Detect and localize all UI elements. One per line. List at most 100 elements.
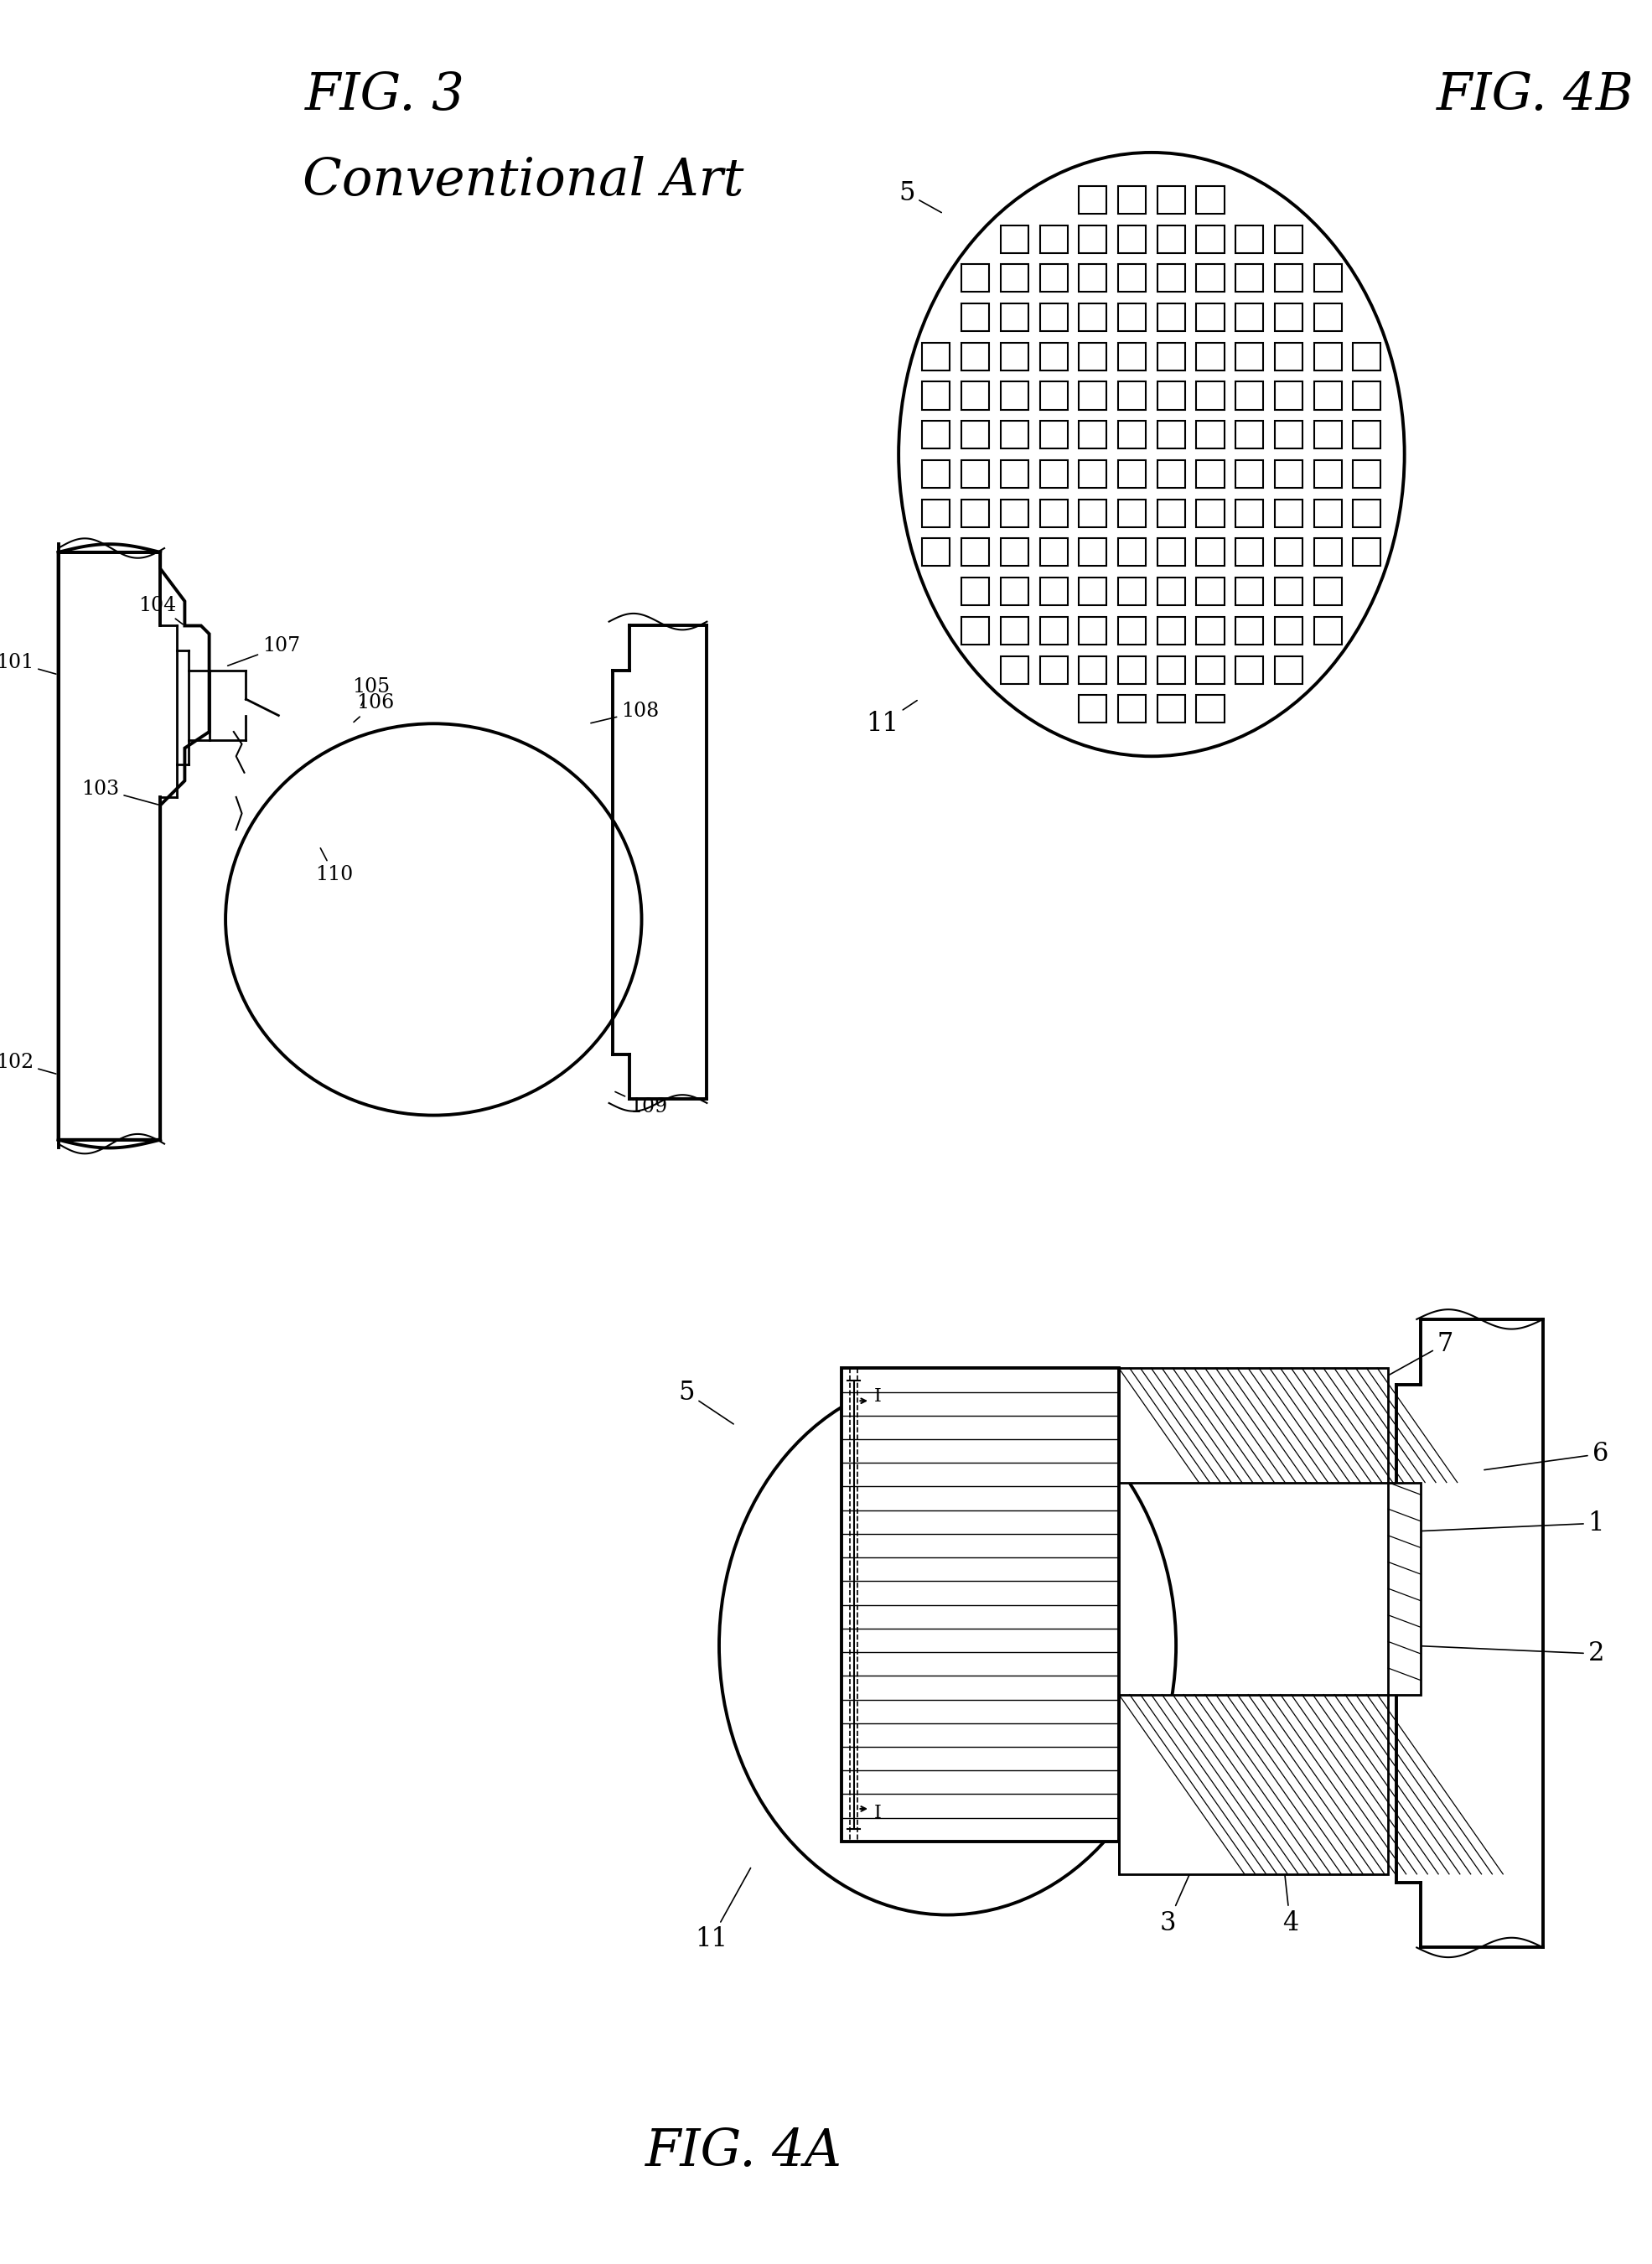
Bar [1039, 460, 1067, 487]
Bar [1196, 577, 1224, 604]
Bar [1275, 383, 1302, 410]
Bar [1158, 695, 1184, 722]
Text: I: I [874, 1388, 882, 1406]
Bar [1236, 657, 1264, 684]
Bar [922, 383, 950, 410]
Bar [1158, 265, 1184, 292]
Bar [1236, 577, 1264, 604]
Bar [1079, 695, 1107, 722]
Bar [1236, 421, 1264, 448]
Bar [1039, 616, 1067, 645]
Bar [961, 265, 990, 292]
Bar [1196, 342, 1224, 371]
Bar [1079, 500, 1107, 528]
Bar [1118, 383, 1146, 410]
Bar [1158, 383, 1184, 410]
Bar [1196, 421, 1224, 448]
Bar [1158, 303, 1184, 331]
Bar [1039, 224, 1067, 254]
Bar [1118, 342, 1146, 371]
Bar [1196, 460, 1224, 487]
Bar [1158, 224, 1184, 254]
Bar [1313, 577, 1341, 604]
Bar [1039, 577, 1067, 604]
Bar [1158, 577, 1184, 604]
Bar [1275, 224, 1302, 254]
Bar [1313, 303, 1341, 331]
Bar [1313, 460, 1341, 487]
Bar [1118, 186, 1146, 213]
Bar [1158, 342, 1184, 371]
Bar [1158, 421, 1184, 448]
Text: Conventional Art: Conventional Art [302, 156, 743, 206]
Bar [1039, 342, 1067, 371]
Bar [1001, 500, 1028, 528]
Bar [1313, 421, 1341, 448]
Bar [1275, 500, 1302, 528]
Text: 109: 109 [615, 1091, 667, 1116]
Bar [961, 342, 990, 371]
Bar [1079, 186, 1107, 213]
Bar [922, 539, 950, 566]
Bar [1079, 342, 1107, 371]
Bar [1275, 342, 1302, 371]
Bar [1118, 616, 1146, 645]
Bar [1236, 500, 1264, 528]
Bar [1079, 383, 1107, 410]
Text: 4: 4 [1282, 1852, 1298, 1936]
Bar [1196, 186, 1224, 213]
Bar [841, 1367, 1118, 1841]
Text: 3: 3 [1160, 1852, 1199, 1936]
Bar [1039, 657, 1067, 684]
Bar [1196, 224, 1224, 254]
Bar [961, 577, 990, 604]
Bar [1275, 657, 1302, 684]
Bar [1236, 383, 1264, 410]
Bar [1196, 616, 1224, 645]
Bar [1353, 539, 1381, 566]
Bar [1196, 695, 1224, 722]
Bar [1313, 383, 1341, 410]
Bar [922, 500, 950, 528]
Bar [1196, 500, 1224, 528]
Bar [1001, 383, 1028, 410]
Bar [961, 616, 990, 645]
Bar [1158, 500, 1184, 528]
Bar [1001, 342, 1028, 371]
Bar [1313, 342, 1341, 371]
Bar [1039, 303, 1067, 331]
Bar [1275, 303, 1302, 331]
Bar [1158, 539, 1184, 566]
Bar [1158, 186, 1184, 213]
Polygon shape [1118, 1367, 1388, 1483]
Text: 110: 110 [316, 849, 354, 885]
Bar [1275, 265, 1302, 292]
Bar [1079, 421, 1107, 448]
Bar [1118, 421, 1146, 448]
Bar [1313, 616, 1341, 645]
Text: FIG. 4B: FIG. 4B [1436, 70, 1634, 120]
Bar [1158, 616, 1184, 645]
Bar [1118, 460, 1146, 487]
Text: 107: 107 [228, 636, 301, 666]
Bar [1118, 577, 1146, 604]
Bar [1313, 265, 1341, 292]
Bar [1196, 383, 1224, 410]
Bar [1118, 657, 1146, 684]
Bar [1388, 1483, 1421, 1693]
Bar [1236, 303, 1264, 331]
Bar [1275, 539, 1302, 566]
Bar [1236, 342, 1264, 371]
Bar [961, 421, 990, 448]
Bar [922, 421, 950, 448]
Bar [1079, 460, 1107, 487]
Bar [961, 500, 990, 528]
Bar [1001, 303, 1028, 331]
Bar [1158, 460, 1184, 487]
Text: 108: 108 [591, 702, 659, 722]
Bar [922, 342, 950, 371]
Bar [1079, 577, 1107, 604]
Bar [1158, 657, 1184, 684]
Bar [1236, 265, 1264, 292]
Text: 1: 1 [1416, 1510, 1604, 1537]
